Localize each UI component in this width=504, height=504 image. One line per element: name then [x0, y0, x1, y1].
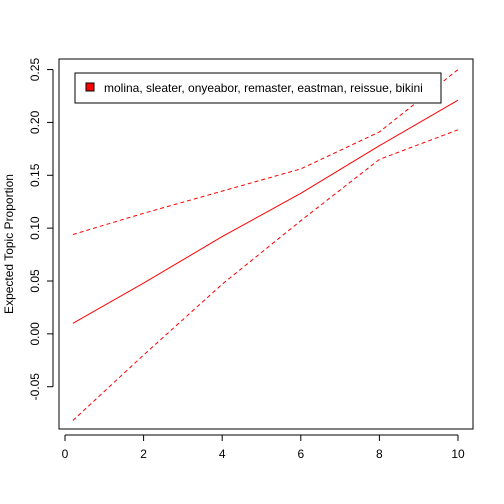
y-tick-label: 0.25 — [28, 58, 42, 82]
y-tick-label: 0.15 — [28, 163, 42, 187]
legend-box — [74, 72, 442, 104]
y-axis-title: Expected Topic Proportion — [2, 174, 16, 314]
y-tick-label: 0.05 — [28, 269, 42, 293]
x-tick-label: 4 — [219, 447, 226, 461]
x-tick-label: 0 — [62, 447, 69, 461]
y-tick-label: 0.00 — [28, 322, 42, 346]
x-tick-label: 10 — [451, 447, 465, 461]
legend-label: molina, sleater, onyeabor, remaster, eas… — [104, 81, 423, 95]
x-tick-label: 6 — [297, 447, 304, 461]
y-axis: -0.05 0.00 0.05 0.10 0.15 0.20 0.25 — [28, 58, 54, 401]
legend: molina, sleater, onyeabor, remaster, eas… — [74, 72, 442, 104]
lower-ci-line — [72, 129, 459, 421]
x-axis: 0 2 4 6 8 10 — [62, 434, 465, 461]
plot-frame — [58, 58, 474, 430]
upper-ci-line — [72, 69, 459, 235]
y-tick-label: 0.10 — [28, 216, 42, 240]
series-layer — [72, 69, 459, 421]
x-tick-label: 8 — [376, 447, 383, 461]
y-tick-label: 0.20 — [28, 110, 42, 134]
x-tick-label: 2 — [140, 447, 147, 461]
legend-swatch — [85, 82, 95, 92]
mean-line — [72, 99, 459, 324]
y-tick-label: -0.05 — [28, 373, 42, 401]
